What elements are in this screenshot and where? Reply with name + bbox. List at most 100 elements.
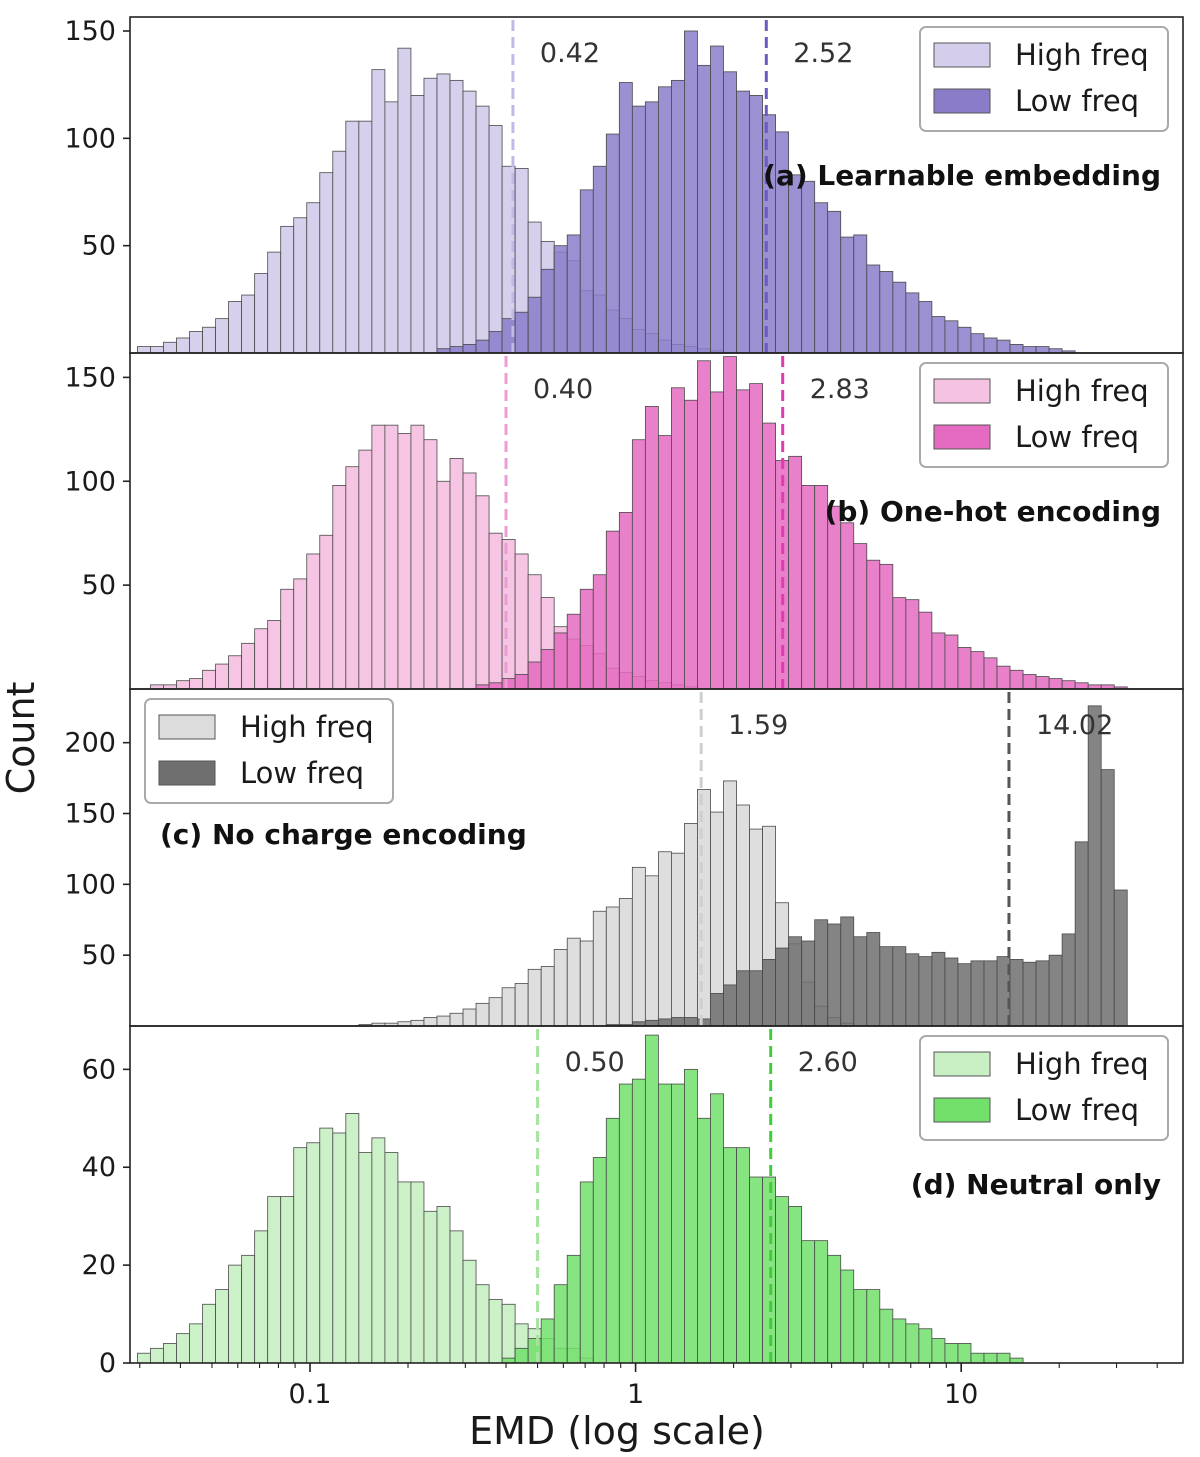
histogram-bar <box>697 1117 711 1364</box>
histogram-bar <box>983 657 998 690</box>
histogram-bar <box>710 391 724 690</box>
histogram-bar <box>345 120 360 354</box>
histogram-bar <box>736 389 750 690</box>
histogram-bar <box>449 79 464 354</box>
histogram-bar <box>736 1147 750 1364</box>
histogram-bar <box>475 1002 490 1027</box>
histogram-bar <box>1048 954 1063 1027</box>
histogram-bar <box>944 1343 959 1364</box>
y-tick-label: 150 <box>64 799 116 830</box>
histogram-bar <box>345 1113 360 1364</box>
histogram-bar <box>931 316 946 354</box>
histogram-bar <box>684 399 698 690</box>
histogram-bar <box>579 588 594 690</box>
histogram-bar <box>475 105 490 354</box>
histogram-bar <box>462 90 477 354</box>
histogram-bar <box>150 1347 164 1364</box>
histogram-bar <box>449 458 464 690</box>
legend-label: High freq <box>1015 374 1149 408</box>
histogram-bar <box>684 1068 698 1364</box>
x-tick-label: 10 <box>944 1379 978 1410</box>
histogram-bar <box>449 1012 464 1027</box>
histogram-bar <box>384 424 399 690</box>
histogram-bar <box>879 1308 894 1364</box>
histogram-bar <box>671 1083 685 1364</box>
histogram-bar <box>996 339 1011 354</box>
histogram-bar <box>801 940 816 1027</box>
histogram-bar <box>905 1323 920 1364</box>
histogram-bar <box>423 77 438 354</box>
histogram-bar <box>319 534 334 690</box>
histogram-bar <box>723 356 737 690</box>
histogram-bar <box>579 1181 594 1364</box>
histogram-bar <box>488 682 503 690</box>
histogram-bar <box>1022 961 1037 1027</box>
histogram-bar <box>1035 346 1050 354</box>
legend-swatch <box>933 42 991 68</box>
median-label-low-freq: 2.83 <box>810 374 870 405</box>
histogram-bar <box>905 953 920 1027</box>
histogram-bar <box>553 1284 568 1364</box>
x-tick-label: 1 <box>627 1379 644 1410</box>
histogram-bar <box>853 1289 868 1364</box>
panel-title: (a) Learnable embedding <box>763 159 1161 192</box>
histogram-bar <box>749 1176 763 1364</box>
histogram-bar <box>840 236 855 354</box>
histogram-bar <box>475 495 490 690</box>
histogram-bar <box>267 251 282 354</box>
histogram-bar <box>592 910 607 1027</box>
histogram-bar <box>944 320 959 354</box>
histogram-bar <box>384 101 399 354</box>
histogram-bar <box>983 1352 998 1364</box>
y-tick-label: 50 <box>82 940 116 971</box>
histogram-bar <box>319 172 334 354</box>
histogram-bar <box>631 866 646 1027</box>
histogram-bar <box>762 1176 777 1364</box>
y-tick-label: 100 <box>64 466 116 497</box>
histogram-bar <box>814 919 829 1027</box>
histogram-bar <box>280 225 295 354</box>
histogram-bar <box>501 987 516 1027</box>
histogram-bar <box>801 485 816 690</box>
histogram-bar <box>644 875 659 1027</box>
median-label-high-freq: 0.50 <box>565 1047 625 1078</box>
histogram-bar <box>879 271 894 354</box>
histogram-bar <box>254 273 269 354</box>
histogram-bar <box>436 73 451 354</box>
histogram-bar <box>983 960 998 1027</box>
histogram-bar <box>710 45 724 354</box>
histogram-bar <box>892 946 907 1027</box>
histogram-bar <box>970 651 985 690</box>
histogram-bar <box>605 530 620 690</box>
histogram-bar <box>371 1137 386 1364</box>
y-axis-title: Count <box>0 682 43 795</box>
histogram-bar <box>462 344 477 354</box>
histogram-bar <box>1113 889 1128 1027</box>
legend-swatch <box>933 88 991 114</box>
histogram-bar <box>553 632 568 690</box>
histogram-bar <box>827 210 842 354</box>
series-low-freq-bars <box>501 1034 1024 1364</box>
histogram-bar <box>462 472 477 690</box>
histogram-bar <box>1061 933 1076 1027</box>
histogram-bar <box>684 30 698 354</box>
histogram-bar <box>866 264 881 354</box>
histogram-bar <box>1035 676 1050 690</box>
y-tick-label: 40 <box>82 1152 116 1183</box>
histogram-bar <box>163 341 177 354</box>
median-label-low-freq: 2.60 <box>798 1047 858 1078</box>
histogram-bar <box>423 1017 438 1027</box>
histogram-bar <box>475 339 490 354</box>
histogram-bar <box>384 1152 399 1364</box>
histogram-bar <box>931 632 946 690</box>
histogram-bar <box>1022 674 1037 690</box>
histogram-bar <box>605 133 620 354</box>
histogram-bar <box>306 1142 321 1364</box>
x-tick-label: 0.1 <box>289 1379 332 1410</box>
histogram-bar <box>410 1181 425 1364</box>
histogram-bar <box>319 1127 334 1364</box>
histogram-bar <box>931 1338 946 1364</box>
histogram-bar <box>931 951 946 1027</box>
histogram-bar <box>918 611 933 690</box>
histogram-bar <box>215 1289 230 1364</box>
